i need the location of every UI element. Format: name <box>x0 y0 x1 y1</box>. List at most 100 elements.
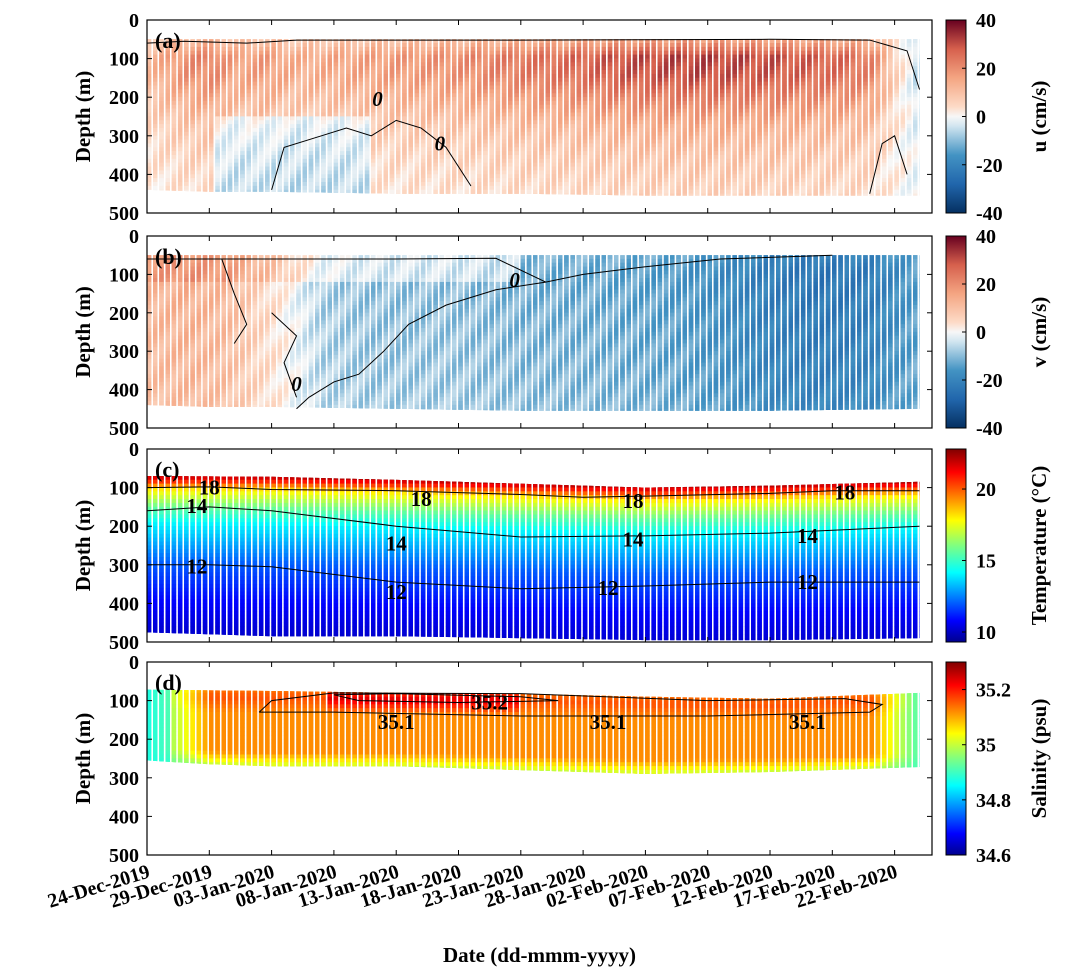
heatmap-cell <box>695 189 700 196</box>
heatmap-cell <box>215 205 219 217</box>
heatmap-cell <box>620 197 624 209</box>
heatmap-cell <box>663 193 669 196</box>
heatmap-cell <box>222 205 226 217</box>
heatmap-cell <box>520 193 526 196</box>
heatmap-cell <box>558 201 562 213</box>
heatmap-cell <box>458 197 462 209</box>
heatmap-cell <box>171 193 177 196</box>
heatmap-cell <box>527 197 531 209</box>
heatmap-cell <box>364 189 370 196</box>
heatmap-cell <box>552 209 556 221</box>
heatmap-cell <box>651 197 655 209</box>
heatmap-cell <box>433 209 437 221</box>
heatmap-cell <box>414 193 420 196</box>
heatmap-cell <box>738 189 744 196</box>
heatmap-cell <box>751 209 755 221</box>
heatmap-cell <box>321 205 325 217</box>
heatmap-cell <box>483 189 488 196</box>
heatmap-cell <box>570 209 574 221</box>
heatmap-cell <box>582 189 588 196</box>
heatmap-cell <box>196 185 202 196</box>
heatmap-cell <box>496 209 500 221</box>
heatmap-cell <box>757 205 761 217</box>
heatmap-cell <box>683 205 687 217</box>
heatmap-cell <box>365 205 369 217</box>
heatmap-cell <box>339 193 345 196</box>
heatmap-cell <box>159 189 164 196</box>
heatmap-cell <box>695 209 699 221</box>
heatmap-cell <box>377 197 381 209</box>
heatmap-cell <box>558 209 562 221</box>
heatmap-cell <box>315 201 319 213</box>
heatmap-cell <box>234 185 239 196</box>
heatmap-cell <box>315 189 320 196</box>
heatmap-cell <box>303 201 307 213</box>
heatmap-cell <box>546 197 550 209</box>
heatmap-cell <box>539 205 543 217</box>
heatmap-cell <box>259 205 263 217</box>
heatmap-cell <box>389 189 395 196</box>
heatmap-cell <box>178 201 182 213</box>
heatmap-cell <box>514 209 518 221</box>
heatmap-cell <box>234 201 238 213</box>
heatmap-cell <box>763 189 768 196</box>
heatmap-cell <box>290 201 294 213</box>
heatmap-cell <box>265 193 270 196</box>
heatmap-cell <box>627 201 631 213</box>
heatmap-cell <box>396 189 401 196</box>
heatmap-cell <box>420 189 426 196</box>
heatmap-cell <box>745 209 749 221</box>
heatmap-cell <box>720 197 724 209</box>
heatmap-cell <box>327 201 331 213</box>
heatmap-cell <box>203 201 207 213</box>
heatmap-cell <box>739 197 743 209</box>
heatmap-cell <box>246 193 251 196</box>
heatmap-cell <box>769 189 775 196</box>
heatmap-cell <box>464 189 469 196</box>
heatmap-cell <box>209 197 213 209</box>
heatmap-cell <box>745 205 749 217</box>
heatmap-cell <box>465 205 469 217</box>
heatmap-cell <box>564 209 568 221</box>
heatmap-cell <box>726 193 731 196</box>
heatmap-cell <box>153 205 157 217</box>
heatmap-cell <box>608 209 612 221</box>
heatmap-cell <box>383 193 388 196</box>
heatmap-cell <box>657 193 663 196</box>
heatmap-cell <box>240 209 244 221</box>
heatmap-cell <box>190 189 195 196</box>
heatmap-cell <box>595 193 600 196</box>
heatmap-cell <box>203 205 207 217</box>
heatmap-cell <box>489 197 493 209</box>
heatmap-cell <box>321 193 326 196</box>
heatmap-cell <box>627 205 631 217</box>
heatmap-cell <box>601 193 607 196</box>
heatmap-cell <box>234 197 238 209</box>
heatmap-cell <box>471 197 475 209</box>
heatmap-cell <box>190 197 194 209</box>
heatmap-cell <box>340 205 344 217</box>
heatmap-cell <box>321 197 325 209</box>
heatmap-cell <box>801 197 805 209</box>
heatmap-cell <box>377 201 381 213</box>
heatmap-cell <box>732 205 736 217</box>
heatmap-cell <box>764 197 768 209</box>
heatmap-cell <box>415 201 419 213</box>
heatmap-cell <box>384 209 388 221</box>
heatmap-cell <box>258 189 264 196</box>
heatmap-cell <box>172 201 176 213</box>
heatmap-cell <box>172 209 176 221</box>
heatmap-cell <box>446 205 450 217</box>
heatmap-cell <box>452 197 456 209</box>
heatmap-cell <box>683 201 687 213</box>
heatmap-cell <box>184 205 188 217</box>
heatmap-cell <box>664 201 668 213</box>
heatmap-cell <box>502 201 506 213</box>
heatmap-cell <box>595 205 599 217</box>
heatmap-cell <box>483 193 488 196</box>
heatmap-cell <box>732 197 736 209</box>
heatmap-cell <box>782 193 787 196</box>
heatmap-cell <box>739 205 743 217</box>
heatmap-cell <box>227 193 233 196</box>
heatmap-cell <box>321 201 325 213</box>
